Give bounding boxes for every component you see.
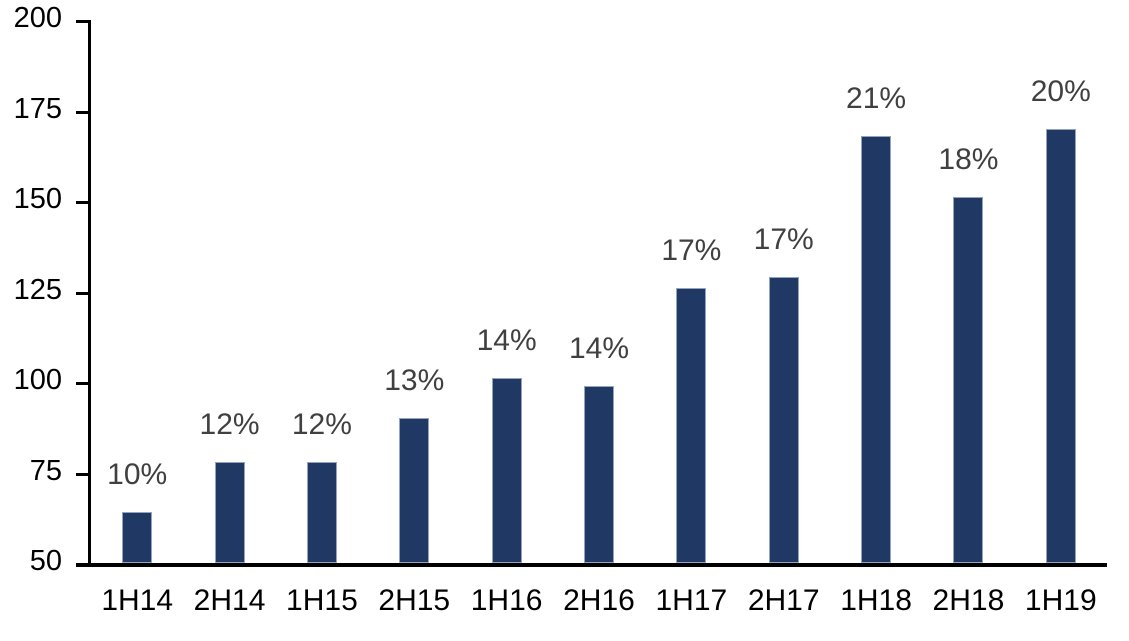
x-axis-label: 2H17 — [747, 584, 820, 617]
x-axis-label: 2H18 — [932, 584, 1005, 617]
bar-column: 12% — [183, 20, 275, 563]
bar-column: 14% — [460, 20, 552, 563]
y-tick-label: 200 — [13, 2, 62, 34]
bar — [214, 461, 245, 563]
x-axis-label: 1H14 — [101, 584, 174, 617]
bar — [861, 135, 892, 563]
x-axis-labels: 1H14 2H14 1H15 2H15 1H16 2H16 1H17 2H17 1H18 2H18… — [91, 584, 1107, 618]
bar-value-label: 12% — [199, 407, 260, 441]
x-axis-label: 2H15 — [378, 584, 451, 617]
y-tick-label: 75 — [29, 454, 62, 487]
bar — [1045, 128, 1076, 563]
bar-value-label: 17% — [753, 223, 814, 256]
bar-value-label: 20% — [1030, 74, 1091, 108]
bar-column: 13% — [368, 20, 460, 563]
bar-column: 17% — [645, 20, 737, 563]
bar — [583, 385, 614, 563]
y-tick-mark — [76, 201, 90, 204]
y-tick-label: 125 — [13, 273, 62, 306]
y-tick-label: 100 — [13, 364, 62, 396]
bar-column: 18% — [922, 20, 1014, 563]
x-axis-label: 1H19 — [1024, 584, 1097, 617]
x-axis-label: 1H17 — [655, 584, 728, 617]
bar-column: 21% — [830, 20, 922, 563]
bar-value-label: 14% — [476, 324, 537, 358]
y-tick-mark — [76, 291, 90, 295]
x-axis-label: 1H16 — [470, 584, 543, 617]
y-axis-line — [88, 20, 91, 567]
bar-column: 20% — [1015, 20, 1107, 563]
y-tick-label: 150 — [13, 183, 62, 215]
bar-column: 12% — [276, 20, 368, 563]
bar-value-label: 12% — [291, 407, 352, 441]
bar — [953, 197, 984, 563]
bar-value-label: 10% — [107, 458, 168, 492]
x-axis-line — [76, 563, 1107, 567]
y-tick-mark — [76, 472, 90, 476]
bar-column: 14% — [553, 20, 645, 563]
bar — [399, 418, 430, 563]
bar — [491, 378, 522, 563]
y-tick-mark — [76, 20, 90, 23]
bar-column: 10% — [91, 20, 183, 563]
bar — [122, 512, 153, 563]
y-tick-label: 175 — [13, 92, 62, 125]
bar — [306, 461, 337, 563]
x-axis-label: 2H16 — [563, 584, 635, 617]
bar-value-label: 13% — [384, 364, 445, 398]
bar-column: 17% — [738, 20, 830, 563]
bar — [676, 287, 707, 563]
y-tick-mark — [76, 382, 90, 385]
plot-area: 10% 12% 12% 13% 14% 14% 17% 17% 21% 18% 20% — [91, 20, 1107, 563]
bar — [768, 277, 799, 563]
y-tick-label: 50 — [29, 545, 62, 577]
x-axis-label: 2H14 — [193, 584, 266, 617]
y-tick-mark — [76, 110, 90, 114]
bar-value-label: 17% — [661, 233, 722, 267]
bar-value-label: 18% — [938, 143, 999, 177]
x-axis-label: 1H18 — [840, 584, 912, 617]
bar-value-label: 14% — [568, 331, 629, 365]
x-axis-label: 1H15 — [286, 584, 358, 617]
bar-value-label: 21% — [846, 81, 907, 115]
